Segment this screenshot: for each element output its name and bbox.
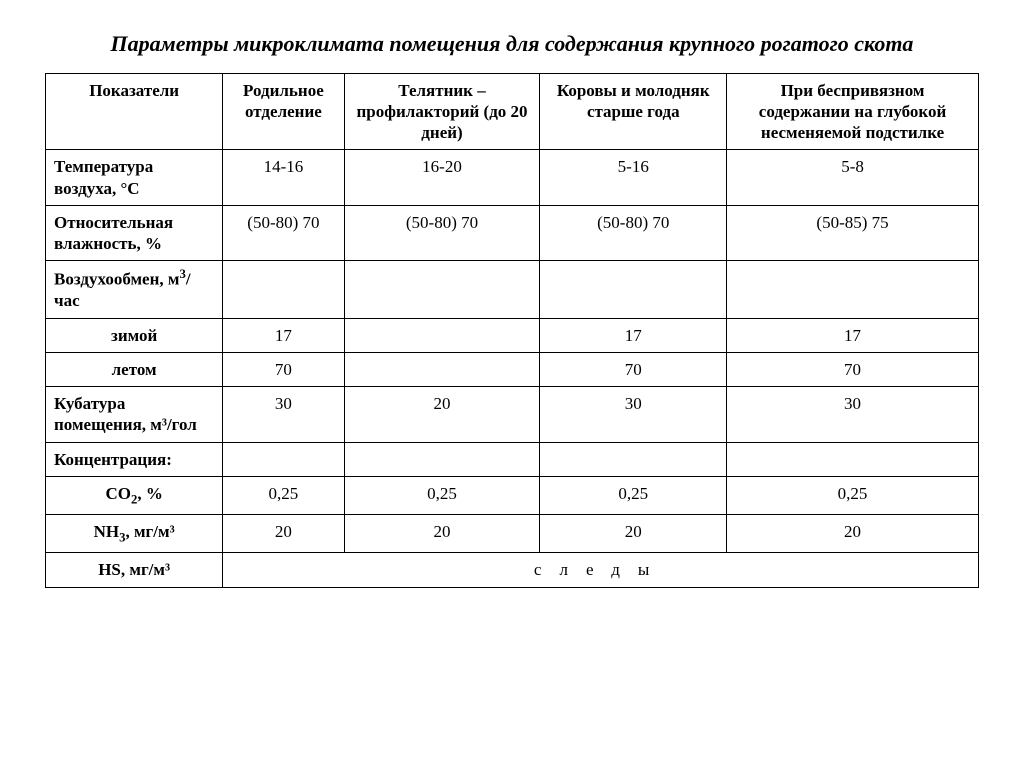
table-row: NH3, мг/м³ 20 20 20 20 [46,515,979,553]
cell-value: 5-16 [540,150,727,206]
cell-value-span: следы [223,553,979,587]
label-text: , мг/м³ [125,522,174,541]
param-cubature: Кубатура помещения, м³/гол [46,387,223,443]
cell-value: 17 [223,318,344,352]
cell-value: 0,25 [223,476,344,514]
label-text: СО [105,484,131,503]
table-row: Кубатура помещения, м³/гол 30 20 30 30 [46,387,979,443]
label-text: , % [137,484,163,503]
col-header-indicator: Показатели [46,73,223,150]
table-row: СО2, % 0,25 0,25 0,25 0,25 [46,476,979,514]
table-row: Температура воздуха, °С 14-16 16-20 5-16… [46,150,979,206]
param-nh3: NH3, мг/м³ [46,515,223,553]
cell-value [344,352,540,386]
cell-value [540,442,727,476]
cell-value: 70 [540,352,727,386]
cell-value: 17 [727,318,979,352]
col-header-cows: Коровы и молодняк старше года [540,73,727,150]
table-row: зимой 17 17 17 [46,318,979,352]
cell-value: 30 [727,387,979,443]
cell-value: 70 [223,352,344,386]
param-concentration: Концентрация: [46,442,223,476]
table-row: Воздухообмен, м3/час [46,261,979,318]
cell-value: 20 [344,515,540,553]
col-header-maternity: Родильное отделение [223,73,344,150]
table-row: Концентрация: [46,442,979,476]
col-header-loose: При беспривязном содержании на глубокой … [727,73,979,150]
cell-value: 16-20 [344,150,540,206]
param-air-exchange: Воздухообмен, м3/час [46,261,223,318]
cell-value [344,318,540,352]
cell-value: 20 [344,387,540,443]
col-header-calf-unit: Телятник – профилакторий (до 20 дней) [344,73,540,150]
cell-value: 20 [540,515,727,553]
label-text: NH [94,522,120,541]
cell-value: (50-80) 70 [344,205,540,261]
param-hs: HS, мг/м³ [46,553,223,587]
cell-value: 0,25 [540,476,727,514]
cell-value: (50-85) 75 [727,205,979,261]
cell-value: 20 [223,515,344,553]
cell-value: 30 [540,387,727,443]
param-humidity: Относительная влажность, % [46,205,223,261]
cell-value: 5-8 [727,150,979,206]
cell-value: 14-16 [223,150,344,206]
cell-value: 0,25 [344,476,540,514]
cell-value [727,442,979,476]
table-row: Относительная влажность, % (50-80) 70 (5… [46,205,979,261]
cell-value [223,261,344,318]
cell-value [540,261,727,318]
param-co2: СО2, % [46,476,223,514]
cell-value: 0,25 [727,476,979,514]
cell-value: (50-80) 70 [223,205,344,261]
cell-value: 20 [727,515,979,553]
param-summer: летом [46,352,223,386]
param-winter: зимой [46,318,223,352]
cell-value: 30 [223,387,344,443]
cell-value: (50-80) 70 [540,205,727,261]
page-title: Параметры микроклимата помещения для сод… [45,30,979,59]
param-temperature: Температура воздуха, °С [46,150,223,206]
label-text: Воздухообмен, м [54,270,179,289]
cell-value [727,261,979,318]
table-row: летом 70 70 70 [46,352,979,386]
parameters-table: Показатели Родильное отделение Телятник … [45,73,979,588]
cell-value: 70 [727,352,979,386]
cell-value [223,442,344,476]
cell-value [344,261,540,318]
table-row: HS, мг/м³ следы [46,553,979,587]
cell-value [344,442,540,476]
table-header-row: Показатели Родильное отделение Телятник … [46,73,979,150]
cell-value: 17 [540,318,727,352]
